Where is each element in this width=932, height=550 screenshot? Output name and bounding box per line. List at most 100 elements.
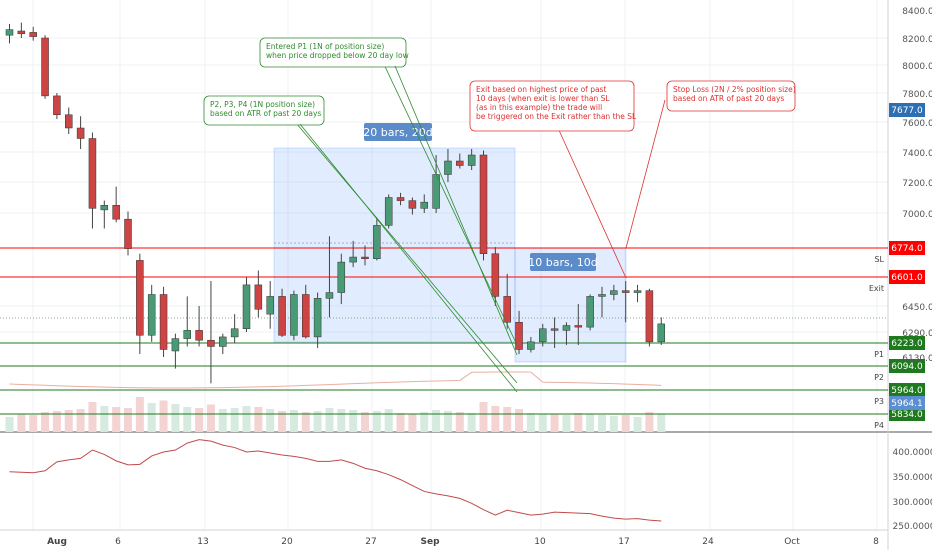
- callout-text: P2, P3, P4 (1N position size): [210, 100, 315, 109]
- indicator-tick-label: 400.0000: [893, 448, 932, 458]
- candle-body: [313, 298, 322, 338]
- range-label-bg: [364, 123, 432, 141]
- time-tick-label: Oct: [784, 537, 800, 547]
- volume-bar: [242, 406, 251, 432]
- candle-body: [41, 37, 49, 97]
- price-tick-label: 7800.0: [902, 90, 932, 100]
- level-value-text: 6601.0: [891, 273, 923, 283]
- volume-bar: [467, 413, 476, 432]
- candle-body: [598, 294, 606, 297]
- candle-body: [88, 138, 97, 209]
- range-label: 10 bars, 10d: [528, 256, 597, 269]
- callout-pointer: [284, 109, 518, 384]
- candle-body: [373, 225, 381, 259]
- candlestick-series: [5, 22, 665, 384]
- volume-bar: [609, 416, 618, 432]
- price-tick-label: 7600.0: [902, 119, 932, 129]
- level-value-badge: [889, 336, 925, 350]
- time-tick-label: 6: [115, 537, 121, 547]
- axes: 8400.0 8200.0 8000.0 7800.0 7600.0 7400.0 7200…: [47, 7, 932, 547]
- indicator-line: [9, 439, 662, 522]
- volume-bar: [574, 413, 583, 432]
- candle-body: [76, 127, 85, 139]
- moving-average-line: [9, 371, 662, 389]
- candle-body: [266, 296, 274, 315]
- candle-body: [65, 114, 73, 129]
- level-value-badge: [889, 383, 925, 397]
- volume-bar: [183, 407, 192, 432]
- level-value-text: 6774.0: [891, 244, 923, 254]
- callout-pointer: [625, 99, 666, 249]
- level-value-text: 5964.0: [891, 386, 923, 396]
- level-value-badge: [889, 241, 925, 255]
- volume-bar: [5, 417, 14, 432]
- level-value-badge: [889, 270, 925, 284]
- candle-body: [657, 323, 665, 343]
- candle-body: [207, 339, 215, 347]
- callout-box: [666, 80, 796, 112]
- candle-body: [467, 154, 476, 166]
- callout-text: Entered P1 (1N of position size): [266, 42, 384, 51]
- volume-bar: [195, 408, 204, 432]
- candle-body: [100, 205, 109, 211]
- level-value-text: 5834.0: [891, 410, 923, 420]
- price-badge: [889, 396, 925, 410]
- volume-bars: [5, 397, 666, 432]
- candle-body: [527, 341, 535, 350]
- volume-bar: [159, 400, 168, 432]
- volume-bar: [289, 410, 298, 432]
- volume-bar: [633, 417, 642, 432]
- price-badge: [889, 103, 925, 117]
- indicator-tick-label: 350.0000: [893, 473, 932, 483]
- candle-body: [219, 336, 227, 347]
- volume-bar: [645, 412, 654, 432]
- time-tick-label: Sep: [420, 537, 440, 547]
- callout-pointer: [299, 123, 518, 393]
- candle-body: [124, 218, 132, 249]
- price-tick-label: 6450.0: [902, 303, 932, 313]
- volume-bar: [550, 414, 559, 432]
- volume-bar: [206, 404, 215, 432]
- time-tick-label: 10: [534, 537, 546, 547]
- candle-body: [136, 260, 144, 336]
- candle-body: [5, 29, 14, 36]
- candle-body: [254, 284, 263, 310]
- volume-bar: [171, 404, 180, 432]
- indicator-tick-label: 250.0000: [893, 522, 932, 532]
- volume-bar: [515, 409, 524, 432]
- volume-bar: [301, 412, 310, 432]
- volume-bar: [526, 413, 535, 432]
- candle-body: [456, 160, 464, 166]
- volume-bar: [100, 406, 109, 432]
- volume-bar: [29, 415, 38, 432]
- price-tick-label: 8400.0: [902, 7, 932, 17]
- level-value-text: 6094.0: [891, 362, 923, 372]
- candle-body: [491, 253, 500, 297]
- price-tick-label: 6130.0: [902, 354, 932, 364]
- candle-body: [503, 296, 511, 323]
- candle-body: [337, 261, 346, 293]
- candle-body: [420, 201, 428, 209]
- candle-body: [183, 330, 191, 339]
- candle-body: [242, 284, 251, 330]
- time-tick-label: Aug: [47, 537, 67, 547]
- level-label: P2: [874, 373, 884, 382]
- volume-bar: [112, 407, 121, 432]
- price-tick-label: 8200.0: [902, 35, 932, 45]
- volume-bar: [479, 402, 488, 432]
- price-tick-label: 7200.0: [902, 179, 932, 189]
- candle-body: [230, 328, 239, 338]
- level-value-text: 6223.0: [891, 339, 923, 349]
- price-tick-label: 7400.0: [902, 149, 932, 159]
- candle-body: [53, 95, 61, 116]
- level-value-badge: [889, 359, 925, 373]
- volume-bar: [266, 409, 275, 432]
- callout-text: 10 days (when exit is lower than SL: [476, 94, 610, 103]
- level-label: P1: [874, 350, 884, 359]
- volume-bar: [396, 413, 405, 432]
- volume-bar: [420, 412, 429, 432]
- indicator-pane: [9, 439, 662, 522]
- candle-body: [147, 294, 156, 336]
- callout-text: based on ATR of past 20 days: [673, 94, 784, 103]
